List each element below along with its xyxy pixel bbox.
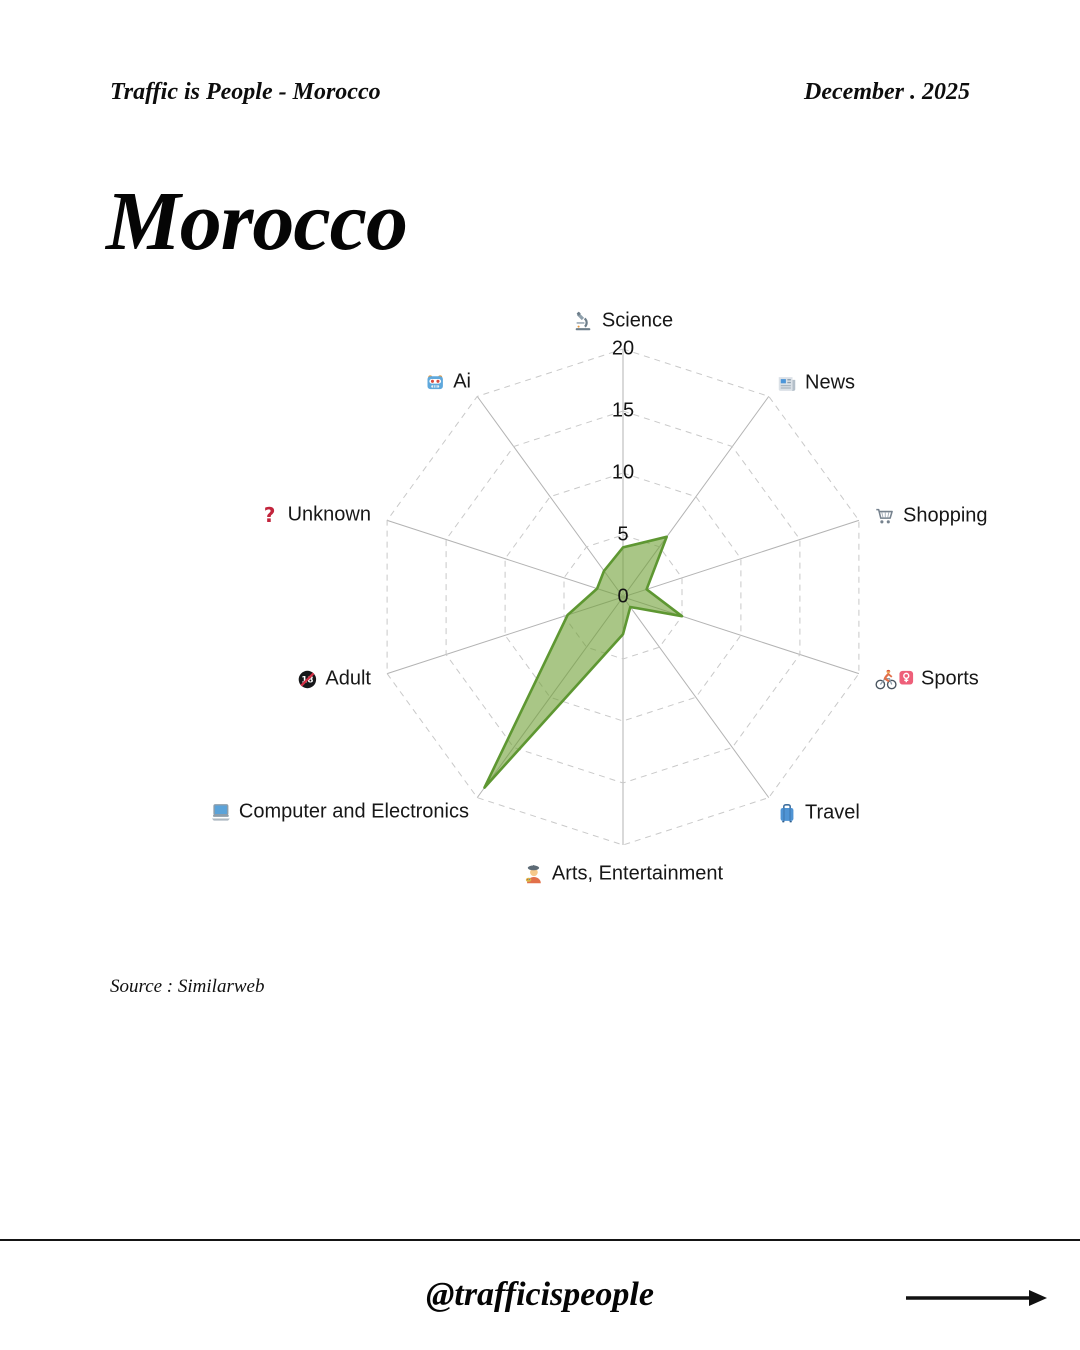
axis-label-travel: Travel — [776, 802, 860, 825]
source-note: Source : Similarweb — [110, 976, 265, 997]
axis-label-text: Sports — [921, 667, 979, 690]
under-18-icon: 18 — [296, 668, 318, 690]
axis-label-computer-electronics: Computer and Electronics — [210, 801, 469, 824]
svg-text:?: ? — [264, 504, 276, 526]
page-title: Morocco — [106, 175, 408, 269]
axis-label-text: Computer and Electronics — [238, 800, 469, 823]
microscope-icon — [573, 310, 595, 332]
axis-label-news: News — [776, 372, 855, 395]
shopping-cart-icon — [874, 505, 896, 527]
laptop-icon — [210, 801, 232, 823]
report-date: December . 2025 — [804, 79, 970, 105]
axis-label-text: Travel — [805, 801, 860, 824]
robot-icon — [424, 371, 446, 393]
axis-label-text: News — [805, 371, 856, 394]
axis-label-arts-entertainment: Arts, Entertainment — [523, 863, 723, 886]
radar-ring-10 — [504, 472, 742, 722]
radar-spoke — [622, 596, 770, 798]
radar-grid — [386, 348, 860, 846]
radar-ring-20 — [386, 348, 860, 846]
newspaper-icon — [776, 372, 798, 394]
radar-polygon — [483, 535, 684, 789]
radar-spoke — [622, 519, 860, 598]
radar-spoke — [386, 519, 624, 598]
axis-label-text: Science — [601, 309, 674, 332]
question-mark-icon: ? — [259, 504, 281, 526]
axis-label-text: Arts, Entertainment — [551, 862, 724, 885]
radar-spoke — [476, 396, 624, 598]
axis-label-ai: Ai — [424, 371, 471, 394]
luggage-icon — [776, 802, 798, 824]
axis-label-shopping: Shopping — [874, 505, 988, 528]
axis-label-adult: 18 Adult — [296, 668, 371, 691]
radar-chart: 0 5 10 15 20 Science — [0, 280, 1080, 960]
brand-text: Traffic is People - Morocco — [110, 79, 381, 105]
axis-label-text: Unknown — [287, 503, 371, 526]
axis-label-text: Shopping — [903, 504, 988, 527]
woman-biking-icon — [874, 668, 914, 690]
social-handle: @trafficispeople — [426, 1276, 654, 1313]
axis-label-unknown: ? Unknown — [259, 504, 371, 527]
axis-label-text: Adult — [325, 667, 371, 690]
axis-label-sports: Sports — [874, 668, 979, 691]
footer-divider — [0, 1239, 1080, 1241]
artist-icon — [523, 863, 545, 885]
axis-label-science: Science — [573, 310, 673, 333]
radar-ring-15 — [445, 410, 801, 784]
right-arrow-icon — [905, 1289, 1047, 1312]
radar-ring-5 — [563, 534, 683, 660]
axis-label-text: Ai — [453, 370, 471, 393]
